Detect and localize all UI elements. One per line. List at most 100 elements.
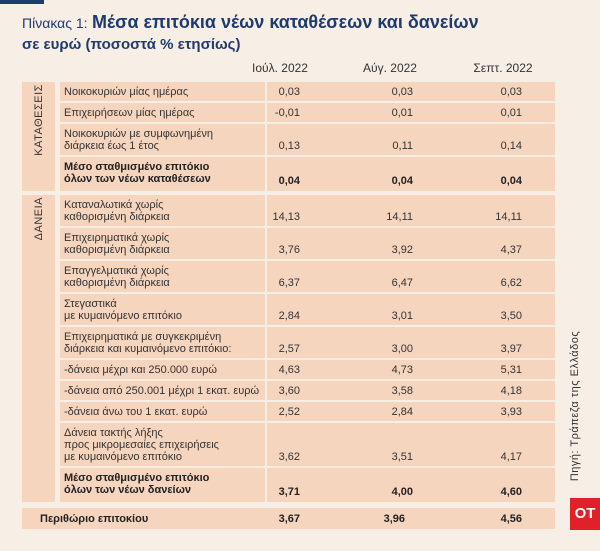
section-name: ΔΑΝΕΙΑ <box>32 197 45 241</box>
cell-value: 14,11 <box>386 211 413 223</box>
cell-value: 0,04 <box>278 175 300 187</box>
row-label-bg <box>60 381 265 400</box>
cell-value: -0,01 <box>274 107 300 119</box>
row-label-bg <box>60 468 265 502</box>
row-label: προς μικρομεσαίες επιχειρήσεις <box>64 439 219 451</box>
row-value-bg <box>267 261 555 292</box>
row-label-bg <box>60 294 265 325</box>
row-label: διάρκεια έως 1 έτος <box>64 140 159 152</box>
cell-value: 3,00 <box>391 343 413 355</box>
cell-value: 3,76 <box>278 244 300 256</box>
row-value-bg <box>267 360 555 379</box>
footer-label: Περιθώριο επιτοκίου <box>40 513 149 525</box>
row-value-bg <box>267 124 555 155</box>
cell-value: 4,73 <box>391 364 413 376</box>
cell-value: 14,13 <box>272 211 300 223</box>
cell-value: 4,17 <box>500 451 522 463</box>
cell-value: 6,62 <box>500 277 522 289</box>
row-label-bg <box>60 423 265 466</box>
section-name: ΚΑΤΑΘΕΣΕΙΣ <box>32 84 45 156</box>
row-label: Στεγαστικά <box>64 298 117 310</box>
source: Πηγή: Τράπεζα της Ελλάδος <box>569 330 581 482</box>
section-band <box>22 195 55 502</box>
row-label: με κυμαινόμενο επιτόκιο <box>64 451 182 463</box>
row-label-bg <box>60 327 265 358</box>
cell-value: 6,37 <box>278 277 300 289</box>
row-label-bg <box>60 402 265 421</box>
cell-value: 4,00 <box>391 486 413 498</box>
row-value-bg <box>267 195 555 226</box>
row-label: με κυμαινόμενο επιτόκιο <box>64 310 182 322</box>
subtitle: σε ευρώ (ποσοστά % ετησίως) <box>22 36 241 53</box>
row-value-bg <box>267 402 555 421</box>
row-label: Νοικοκυριών μίας ημέρας <box>64 86 189 98</box>
cell-value: 2,52 <box>278 406 300 418</box>
row-value-bg <box>267 381 555 400</box>
row-label: -δάνεια μέχρι και 250.000 ευρώ <box>64 364 217 376</box>
row-value-bg <box>267 468 555 502</box>
cell-value: 0,03 <box>500 86 522 98</box>
row-value-bg <box>267 327 555 358</box>
row-label: Επιχειρήσεων μίας ημέρας <box>64 107 195 119</box>
row-label: Μέσο σταθμισμένο επιτόκιο <box>64 161 210 173</box>
accent-bar <box>0 0 44 4</box>
cell-value: 0,03 <box>391 86 413 98</box>
row-label: καθορισμένη διάρκεια <box>64 211 170 223</box>
row-label-bg <box>60 82 265 101</box>
cell-value: 0,01 <box>391 107 413 119</box>
row-label: -δάνεια άνω του 1 εκατ. ευρώ <box>64 406 208 418</box>
row-label: καθορισμένη διάρκεια <box>64 244 170 256</box>
footer-bg <box>22 508 555 529</box>
cell-value: 14,11 <box>495 211 522 223</box>
row-label-bg <box>60 124 265 155</box>
row-label: όλων των νέων καταθέσεων <box>64 173 211 185</box>
cell-value: 2,84 <box>391 406 413 418</box>
row-label: Επαγγελματικά χωρίς <box>64 265 169 277</box>
row-label-bg <box>60 261 265 292</box>
footer-value: 3,96 <box>383 513 405 525</box>
cell-value: 3,62 <box>278 451 300 463</box>
cell-value: 0,13 <box>278 140 300 152</box>
column-header: Αύγ. 2022 <box>363 61 417 75</box>
cell-value: 3,60 <box>278 385 300 397</box>
cell-value: 3,71 <box>278 486 300 498</box>
row-label: Επιχειρηματικά χωρίς <box>64 232 170 244</box>
cell-value: 0,03 <box>278 86 300 98</box>
cell-value: 3,01 <box>391 310 413 322</box>
title: Μέσα επιτόκια νέων καταθέσεων και δανείω… <box>92 12 479 32</box>
cell-value: 0,04 <box>391 175 413 187</box>
cell-value: 3,97 <box>500 343 522 355</box>
cell-value: 5,31 <box>500 364 522 376</box>
row-value-bg <box>267 294 555 325</box>
row-value-bg <box>267 423 555 466</box>
cell-value: 0,01 <box>500 107 522 119</box>
cell-value: 4,63 <box>278 364 300 376</box>
cell-value: 3,93 <box>500 406 522 418</box>
row-label-bg <box>60 228 265 259</box>
row-label: καθορισμένη διάρκεια <box>64 277 170 289</box>
row-label: Δάνεια τακτής λήξης <box>64 427 163 439</box>
row-label-bg <box>60 360 265 379</box>
row-label-bg <box>60 195 265 226</box>
logo: OT <box>570 498 600 530</box>
row-value-bg <box>267 157 555 191</box>
footer-value: 3,67 <box>278 513 300 525</box>
title-block: Πίνακας 1: Μέσα επιτόκια νέων καταθέσεων… <box>22 12 479 33</box>
cell-value: 3,51 <box>391 451 413 463</box>
cell-value: 3,50 <box>500 310 522 322</box>
cell-value: 0,04 <box>500 175 522 187</box>
cell-value: 3,92 <box>391 244 413 256</box>
row-value-bg <box>267 228 555 259</box>
section-band <box>22 82 55 191</box>
row-label: -δάνεια από 250.001 μέχρι 1 εκατ. ευρώ <box>64 385 260 397</box>
cell-value: 3,58 <box>391 385 413 397</box>
cell-value: 4,18 <box>500 385 522 397</box>
row-label-bg <box>60 103 265 122</box>
row-value-bg <box>267 103 555 122</box>
cell-value: 0,11 <box>392 140 413 152</box>
row-label: Επιχειρηματικά με συγκεκριμένη <box>64 331 222 343</box>
cell-value: 2,57 <box>278 343 300 355</box>
column-header: Ιούλ. 2022 <box>252 61 308 75</box>
cell-value: 2,84 <box>278 310 300 322</box>
